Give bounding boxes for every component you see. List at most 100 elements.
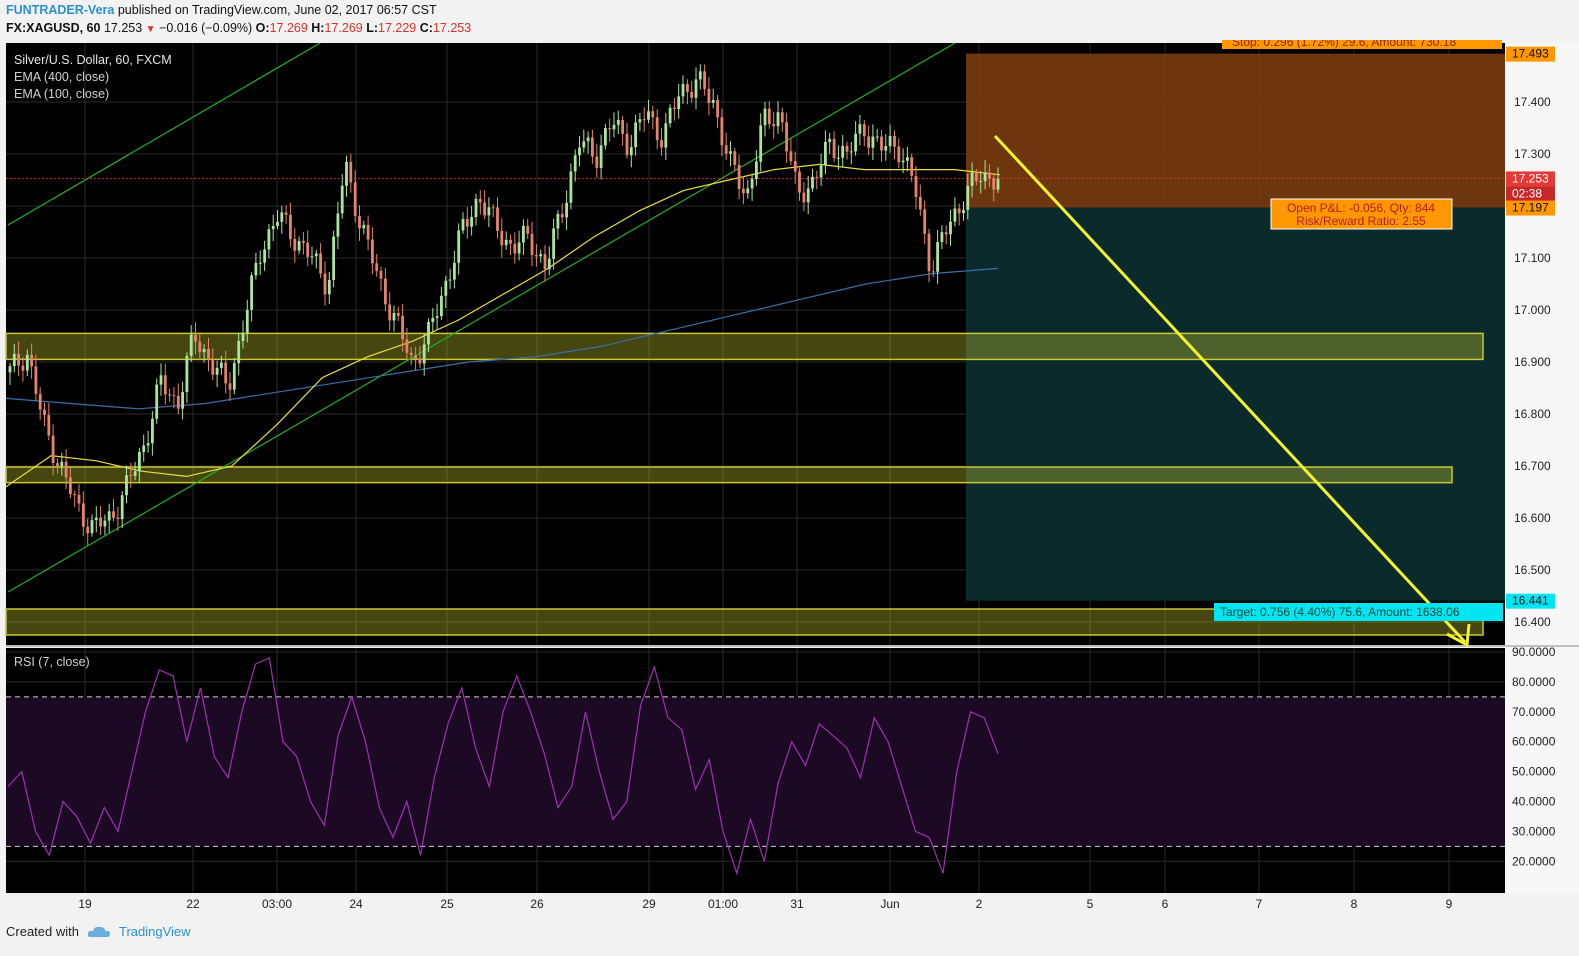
candle-body: [349, 161, 353, 183]
stop-price-tag: 17.493: [1512, 47, 1549, 61]
candle-body: [772, 124, 776, 127]
candle-body: [996, 178, 1000, 190]
candle-body: [664, 123, 668, 148]
candle-body: [422, 344, 426, 364]
candle-body: [297, 241, 301, 251]
candle-body: [500, 230, 504, 246]
candle-body: [949, 221, 952, 235]
candle-body: [440, 295, 443, 317]
candle-body: [642, 119, 646, 121]
trend-line-lower: [7, 42, 956, 593]
candle-body: [232, 363, 236, 390]
price-zone: [5, 466, 1453, 484]
candle-body: [849, 151, 853, 153]
candle-body: [280, 212, 284, 222]
entry-price-tag: 17.197: [1512, 201, 1549, 215]
candle-body: [509, 239, 512, 244]
candle-body: [112, 511, 115, 518]
candle-body: [970, 172, 974, 186]
candle-body: [668, 107, 672, 124]
candle-body: [99, 517, 102, 527]
candle-body: [453, 262, 456, 280]
candle-body: [159, 375, 163, 385]
candle-body: [448, 279, 452, 281]
candle-body: [293, 239, 297, 251]
published-text: published on TradingView.com, June 02, 2…: [117, 3, 437, 17]
candle-body: [785, 122, 788, 152]
candle-body: [401, 315, 404, 340]
pnl-label: Open P&L: -0.056, Qty: 844: [1287, 201, 1435, 215]
open-value: 17.269: [269, 21, 308, 35]
target-zone: [966, 207, 1505, 601]
candle-body: [858, 124, 862, 134]
candle-body: [151, 418, 154, 444]
series-legend: Silver/U.S. Dollar, 60, FXCM: [14, 53, 172, 67]
tradingview-link[interactable]: TradingView: [118, 924, 191, 939]
low-value: 17.229: [378, 21, 417, 35]
rsi-tick-label: 90.0000: [1512, 645, 1556, 659]
stop-label-bg: [1222, 40, 1502, 49]
time-tick-label: 26: [530, 897, 544, 911]
candle-body: [677, 96, 681, 109]
candle-body: [884, 146, 888, 151]
candle-body: [793, 161, 797, 172]
stop-label: Stop: 0.296 (1.72%) 29.6, Amount: 730.18: [1232, 40, 1456, 49]
ema100-legend: EMA (100, close): [14, 87, 109, 101]
candle-body: [194, 334, 197, 342]
down-triangle-icon: ▼: [145, 24, 156, 35]
candle-body: [379, 270, 383, 279]
last-price: 17.253: [103, 21, 143, 35]
candle-body: [133, 471, 137, 476]
current-price-tag: 17.253: [1512, 171, 1549, 185]
candle-body: [880, 136, 883, 151]
candle-body: [815, 176, 819, 178]
price-tick-label: 17.100: [1514, 251, 1551, 265]
chart-canvas[interactable]: 17.400 17.300 17.100 17.000 16.900 16.800 16.7…: [0, 40, 1579, 916]
target-price-tag: 16.441: [1512, 594, 1549, 608]
candle-body: [798, 171, 801, 193]
author-link[interactable]: FUNTRADER-Vera: [6, 3, 115, 17]
time-tick-label: 03:00: [262, 897, 292, 911]
candle-body: [552, 228, 555, 259]
candle-body: [107, 511, 111, 521]
candle-body: [780, 112, 784, 123]
candle-body: [897, 146, 901, 163]
candle-body: [837, 157, 840, 159]
candle-body: [155, 384, 159, 419]
candle-body: [953, 208, 957, 222]
candle-body: [655, 117, 659, 141]
pnl-box: [1270, 198, 1453, 230]
candle-body: [638, 119, 642, 123]
candle-body: [461, 219, 465, 231]
entry-price-tag-bg: [1506, 200, 1555, 216]
candle-body: [431, 317, 435, 322]
candle-body: [936, 242, 939, 272]
candle-body: [608, 128, 612, 130]
candle-body: [582, 141, 586, 148]
candle-body: [616, 120, 620, 125]
candle-body: [267, 229, 271, 250]
candle-body: [263, 249, 266, 263]
candle-body: [353, 182, 357, 216]
price-tick-label: 16.500: [1514, 563, 1551, 577]
candle-body: [517, 242, 521, 254]
time-tick-label: 22: [186, 897, 200, 911]
candle-body: [487, 207, 491, 216]
candle-body: [224, 362, 228, 384]
rsi-tick-label: 70.0000: [1512, 705, 1556, 719]
candle-body: [513, 243, 517, 254]
candle-body: [491, 207, 495, 209]
candle-body: [686, 84, 689, 92]
candle-body: [966, 185, 970, 210]
candle-body: [129, 475, 133, 477]
candle-body: [245, 309, 249, 333]
candle-body: [120, 495, 124, 519]
candle-body: [258, 262, 262, 264]
candle-body: [694, 79, 698, 98]
candle-body: [573, 155, 577, 172]
candle-body: [651, 111, 655, 118]
price-change: −0.016 (−0.09%): [159, 21, 253, 35]
candle-body: [789, 151, 793, 162]
ema-400-line: [5, 267, 999, 410]
candle-body: [241, 332, 245, 342]
